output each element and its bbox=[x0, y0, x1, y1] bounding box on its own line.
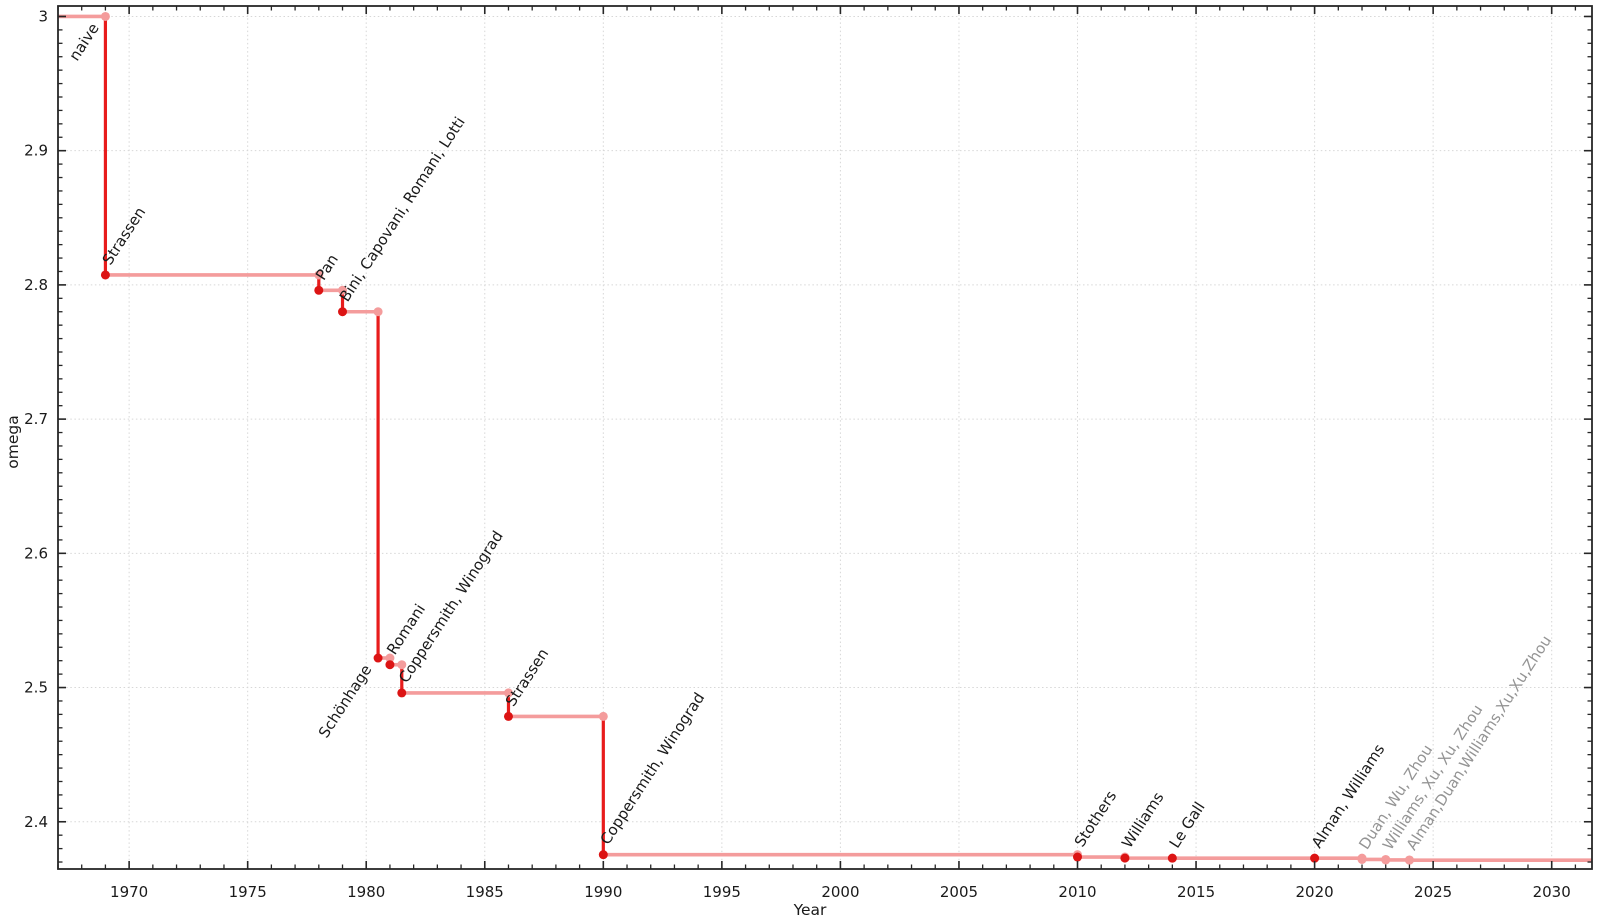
record-label: Bini, Capovani, Romani, Lotti bbox=[336, 114, 469, 305]
record-point bbox=[1120, 853, 1130, 863]
x-tick-label: 1970 bbox=[110, 883, 148, 901]
plateau-point bbox=[385, 653, 395, 663]
record-point bbox=[314, 285, 324, 295]
x-tick-label: 1995 bbox=[703, 883, 741, 901]
y-tick-label: 2.9 bbox=[24, 142, 48, 160]
record-label: Alman,Duan,Williams,Xu,Xu,Zhou bbox=[1403, 632, 1555, 853]
record-point bbox=[397, 688, 407, 698]
record-point bbox=[385, 660, 395, 670]
plot-border bbox=[57, 5, 1593, 870]
record-point bbox=[1357, 854, 1367, 864]
x-tick-label: 2030 bbox=[1533, 883, 1571, 901]
record-label: Strassen bbox=[502, 645, 553, 709]
x-tick-label: 1975 bbox=[229, 883, 267, 901]
y-tick-label: 2.8 bbox=[24, 276, 48, 294]
record-point bbox=[1167, 853, 1177, 863]
x-axis-title: Year bbox=[793, 901, 827, 919]
record-point bbox=[1381, 855, 1391, 865]
x-tick-label: 2015 bbox=[1177, 883, 1215, 901]
plateau-point bbox=[598, 711, 608, 721]
plateau-point bbox=[503, 688, 513, 698]
record-point bbox=[100, 270, 110, 280]
record-label: Coppersmith, Winograd bbox=[597, 689, 709, 848]
y-tick-label: 2.7 bbox=[24, 410, 48, 428]
plateau-point bbox=[100, 11, 110, 21]
record-point bbox=[1310, 853, 1320, 863]
x-tick-label: 2025 bbox=[1414, 883, 1452, 901]
record-label: Schönhage bbox=[315, 661, 376, 741]
plateau-point bbox=[373, 307, 383, 317]
record-point bbox=[1073, 852, 1083, 862]
x-tick-label: 1990 bbox=[584, 883, 622, 901]
record-point bbox=[373, 653, 383, 663]
y-tick-label: 2.4 bbox=[24, 813, 48, 831]
plateau-point bbox=[397, 660, 407, 670]
record-label: Le Gall bbox=[1166, 799, 1209, 852]
x-tick-label: 2020 bbox=[1296, 883, 1334, 901]
y-tick-label: 2.6 bbox=[24, 544, 48, 562]
record-label: Stothers bbox=[1071, 787, 1121, 850]
y-axis-title: omega bbox=[4, 415, 22, 469]
y-tick-label: 2.5 bbox=[24, 679, 48, 697]
y-tick-label: 3 bbox=[38, 7, 48, 25]
plateau-point bbox=[338, 285, 348, 295]
x-tick-label: 2005 bbox=[940, 883, 978, 901]
record-point bbox=[598, 850, 608, 860]
record-label: naive bbox=[65, 20, 102, 64]
x-tick-label: 1980 bbox=[347, 883, 385, 901]
plateau-point bbox=[314, 270, 324, 280]
x-tick-label: 2000 bbox=[821, 883, 859, 901]
record-point bbox=[503, 711, 513, 721]
record-label: Williams bbox=[1118, 789, 1167, 852]
x-tick-label: 2010 bbox=[1058, 883, 1096, 901]
x-tick-label: 1985 bbox=[466, 883, 504, 901]
record-point bbox=[338, 307, 348, 317]
record-point bbox=[1404, 855, 1414, 865]
